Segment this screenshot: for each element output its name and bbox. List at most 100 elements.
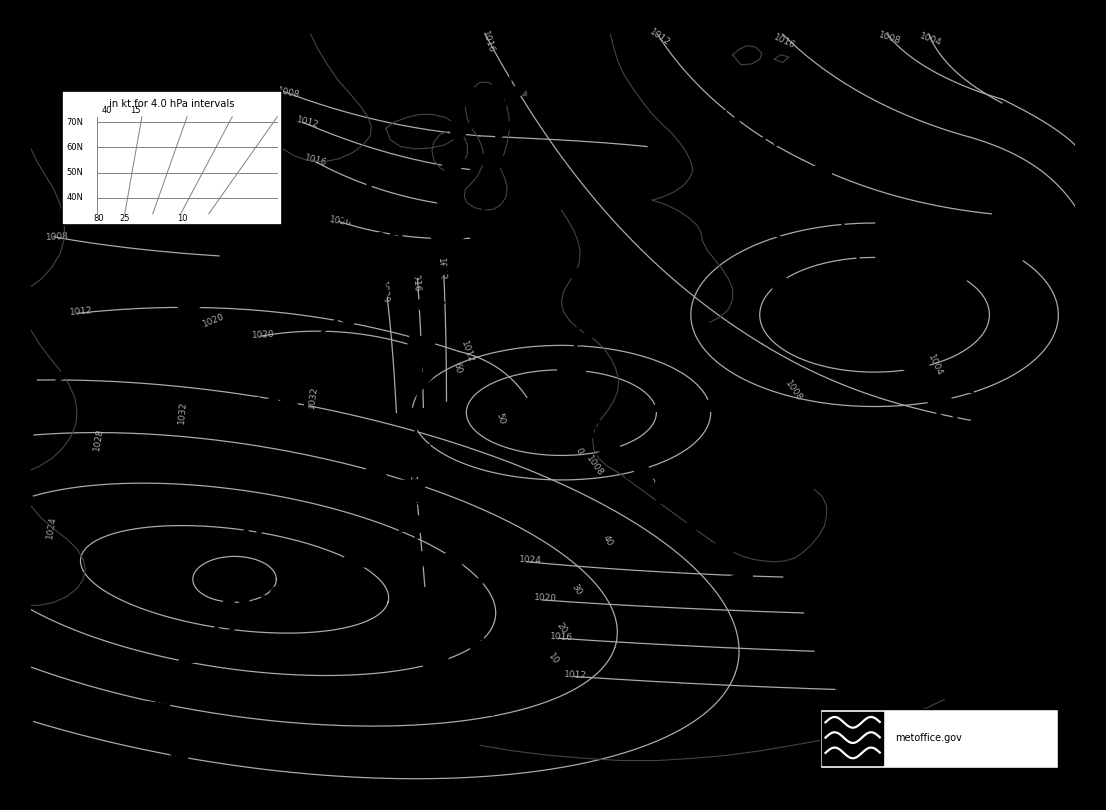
Text: 1032: 1032 bbox=[177, 401, 188, 424]
Wedge shape bbox=[295, 334, 325, 353]
Text: 1016: 1016 bbox=[304, 153, 328, 168]
Text: 1001: 1001 bbox=[249, 396, 314, 420]
Wedge shape bbox=[565, 301, 596, 313]
Wedge shape bbox=[550, 394, 581, 408]
Wedge shape bbox=[451, 578, 482, 593]
Wedge shape bbox=[566, 269, 598, 281]
Wedge shape bbox=[812, 282, 832, 305]
Text: L: L bbox=[878, 264, 896, 292]
Polygon shape bbox=[793, 129, 822, 151]
Text: 1016: 1016 bbox=[893, 619, 959, 643]
Polygon shape bbox=[359, 460, 388, 481]
Polygon shape bbox=[714, 170, 738, 190]
Text: 1004: 1004 bbox=[926, 353, 945, 377]
Polygon shape bbox=[401, 552, 432, 573]
Polygon shape bbox=[59, 358, 88, 378]
Polygon shape bbox=[300, 417, 328, 439]
Text: 15: 15 bbox=[131, 106, 140, 115]
Text: L: L bbox=[364, 174, 382, 202]
Text: 1020: 1020 bbox=[328, 215, 353, 228]
Wedge shape bbox=[434, 234, 460, 257]
Polygon shape bbox=[238, 607, 268, 626]
Text: 1012: 1012 bbox=[459, 339, 476, 364]
Polygon shape bbox=[409, 336, 439, 357]
Text: L: L bbox=[440, 458, 458, 485]
Text: H: H bbox=[241, 528, 264, 556]
Text: 50: 50 bbox=[494, 412, 507, 425]
Wedge shape bbox=[771, 274, 790, 296]
Polygon shape bbox=[566, 416, 596, 438]
Text: L: L bbox=[565, 362, 583, 390]
Polygon shape bbox=[864, 296, 893, 318]
Text: L: L bbox=[273, 339, 291, 367]
Text: 10: 10 bbox=[177, 214, 188, 223]
Polygon shape bbox=[901, 359, 929, 382]
Polygon shape bbox=[369, 531, 399, 552]
Text: 80: 80 bbox=[94, 214, 104, 223]
Text: 1017: 1017 bbox=[416, 514, 481, 539]
Polygon shape bbox=[755, 219, 780, 237]
FancyBboxPatch shape bbox=[821, 709, 1058, 768]
Wedge shape bbox=[726, 140, 749, 160]
Text: 0: 0 bbox=[574, 446, 584, 455]
Polygon shape bbox=[818, 196, 847, 220]
Polygon shape bbox=[420, 264, 451, 286]
Wedge shape bbox=[556, 364, 587, 377]
Polygon shape bbox=[305, 570, 335, 590]
Text: 1012: 1012 bbox=[647, 28, 671, 49]
Wedge shape bbox=[807, 116, 825, 137]
Text: 1012: 1012 bbox=[295, 115, 320, 130]
Polygon shape bbox=[847, 262, 876, 286]
Polygon shape bbox=[427, 228, 457, 250]
Text: 30: 30 bbox=[570, 582, 583, 597]
Text: 1012: 1012 bbox=[634, 466, 656, 489]
Polygon shape bbox=[974, 525, 999, 544]
Text: 1020: 1020 bbox=[378, 280, 389, 304]
Polygon shape bbox=[401, 408, 432, 429]
Text: 1024: 1024 bbox=[45, 515, 59, 539]
Text: 1008: 1008 bbox=[584, 454, 605, 478]
Text: 1032: 1032 bbox=[407, 475, 418, 499]
Text: 10: 10 bbox=[546, 651, 560, 666]
Wedge shape bbox=[562, 332, 593, 345]
Text: 1004: 1004 bbox=[919, 32, 943, 48]
Polygon shape bbox=[948, 420, 975, 443]
Text: 999: 999 bbox=[863, 321, 911, 345]
Polygon shape bbox=[406, 372, 436, 394]
Polygon shape bbox=[708, 540, 733, 562]
Text: 1020: 1020 bbox=[534, 594, 557, 603]
Wedge shape bbox=[461, 609, 492, 622]
Text: 60N: 60N bbox=[66, 143, 83, 151]
Polygon shape bbox=[446, 122, 476, 143]
Text: 1016: 1016 bbox=[480, 29, 497, 54]
Text: 1004: 1004 bbox=[758, 509, 823, 533]
Text: H: H bbox=[915, 562, 937, 590]
Polygon shape bbox=[204, 626, 231, 645]
Wedge shape bbox=[476, 701, 508, 714]
Text: 1008: 1008 bbox=[783, 379, 803, 403]
Polygon shape bbox=[1037, 501, 1068, 524]
FancyBboxPatch shape bbox=[823, 712, 883, 765]
Wedge shape bbox=[463, 222, 495, 237]
Polygon shape bbox=[596, 441, 625, 462]
Text: 1008: 1008 bbox=[931, 428, 998, 452]
Polygon shape bbox=[925, 390, 951, 413]
Text: 1007: 1007 bbox=[340, 232, 405, 255]
Text: 1012: 1012 bbox=[564, 670, 587, 680]
Wedge shape bbox=[428, 519, 458, 534]
Polygon shape bbox=[271, 588, 301, 608]
Wedge shape bbox=[268, 363, 299, 382]
Polygon shape bbox=[144, 701, 170, 721]
Polygon shape bbox=[177, 646, 204, 667]
Polygon shape bbox=[400, 510, 430, 531]
Text: 1008: 1008 bbox=[276, 86, 301, 100]
Text: 60: 60 bbox=[451, 361, 462, 375]
Text: 1032: 1032 bbox=[306, 386, 319, 409]
Text: 1008: 1008 bbox=[877, 30, 901, 46]
Polygon shape bbox=[399, 480, 429, 501]
Text: 1016: 1016 bbox=[550, 632, 573, 642]
Polygon shape bbox=[626, 464, 655, 485]
Text: 1016: 1016 bbox=[772, 33, 797, 51]
Text: H: H bbox=[719, 109, 742, 138]
Wedge shape bbox=[440, 548, 471, 563]
